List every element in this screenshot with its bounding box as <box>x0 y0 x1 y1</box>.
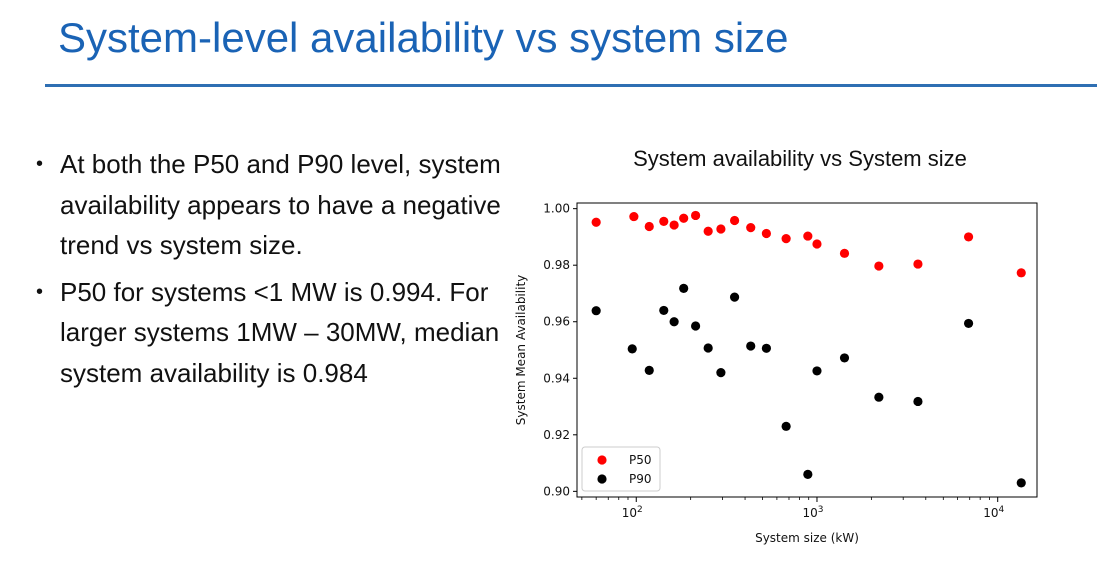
point-p50 <box>913 259 923 269</box>
point-p90 <box>703 343 713 353</box>
y-axis-label: System Mean Availability <box>514 275 528 425</box>
point-p50 <box>591 217 601 227</box>
legend-label-p50: P50 <box>629 453 652 467</box>
bullet-dot-icon: • <box>36 280 44 303</box>
point-p50 <box>781 234 791 244</box>
point-p90 <box>781 421 791 431</box>
y-tick-label: 0.98 <box>543 258 570 272</box>
bullet-text: At both the P50 and P90 level, system av… <box>60 149 501 260</box>
legend-marker-p90 <box>597 474 607 484</box>
y-tick-label: 1.00 <box>543 202 570 216</box>
point-p50 <box>669 220 679 230</box>
y-tick-label: 0.92 <box>543 428 570 442</box>
point-p50 <box>659 216 669 226</box>
point-p90 <box>812 366 822 376</box>
scatter-chart: 0.90 0.92 0.94 0.96 0.98 1.00 102 103 104 System … <box>514 202 1038 545</box>
y-tick-label: 0.96 <box>543 315 570 329</box>
point-p90 <box>913 396 923 407</box>
point-p90 <box>691 321 701 331</box>
y-tick-label: 0.90 <box>543 484 570 498</box>
slide-title: System-level availability vs system size <box>58 14 789 61</box>
point-p50 <box>803 231 813 241</box>
point-p50 <box>812 239 822 249</box>
point-p90 <box>963 318 974 329</box>
bullet-dot-icon: • <box>36 153 44 175</box>
point-p50 <box>874 261 884 271</box>
bullet-text: P50 for systems <1 MW is 0.994. For larg… <box>60 276 500 388</box>
point-p50 <box>691 210 701 221</box>
bullet-item: • P50 for systems <1 MW is 0.994. For la… <box>36 272 506 394</box>
point-p90 <box>679 283 689 293</box>
x-tick-label: 102 <box>622 505 643 520</box>
point-p90 <box>803 469 813 479</box>
y-tick-label: 0.94 <box>543 371 570 385</box>
point-p50 <box>1016 268 1026 278</box>
plot-frame <box>576 202 1038 498</box>
point-p90 <box>1016 478 1026 488</box>
point-p50 <box>629 211 639 222</box>
point-p90 <box>659 305 669 316</box>
point-p50 <box>761 228 772 239</box>
point-p90 <box>591 306 601 316</box>
chart-title: System availability vs System size <box>633 146 967 171</box>
point-p90 <box>746 341 756 351</box>
legend-label-p90: P90 <box>629 472 652 486</box>
bullet-list: • At both the P50 and P90 level, system … <box>36 144 506 399</box>
legend-marker-p50 <box>597 455 607 465</box>
point-p50 <box>746 222 756 233</box>
point-p90 <box>729 292 740 302</box>
point-p50 <box>703 226 713 236</box>
x-tick-label: 104 <box>983 505 1004 520</box>
point-p90 <box>761 343 772 353</box>
point-p90 <box>627 344 637 354</box>
title-underline <box>45 84 1097 87</box>
x-tick-label: 103 <box>802 505 823 520</box>
point-p50 <box>716 224 726 234</box>
point-p50 <box>839 248 850 258</box>
point-p50 <box>679 213 689 223</box>
point-p50 <box>644 221 654 232</box>
point-p50 <box>729 215 740 226</box>
point-p90 <box>716 368 726 378</box>
point-p90 <box>669 317 679 327</box>
x-axis-label: System size (kW) <box>755 531 859 545</box>
bullet-item: • At both the P50 and P90 level, system … <box>36 144 506 266</box>
point-p90 <box>874 392 884 402</box>
point-p50 <box>963 232 974 242</box>
point-p90 <box>839 353 850 363</box>
point-p90 <box>644 365 654 375</box>
